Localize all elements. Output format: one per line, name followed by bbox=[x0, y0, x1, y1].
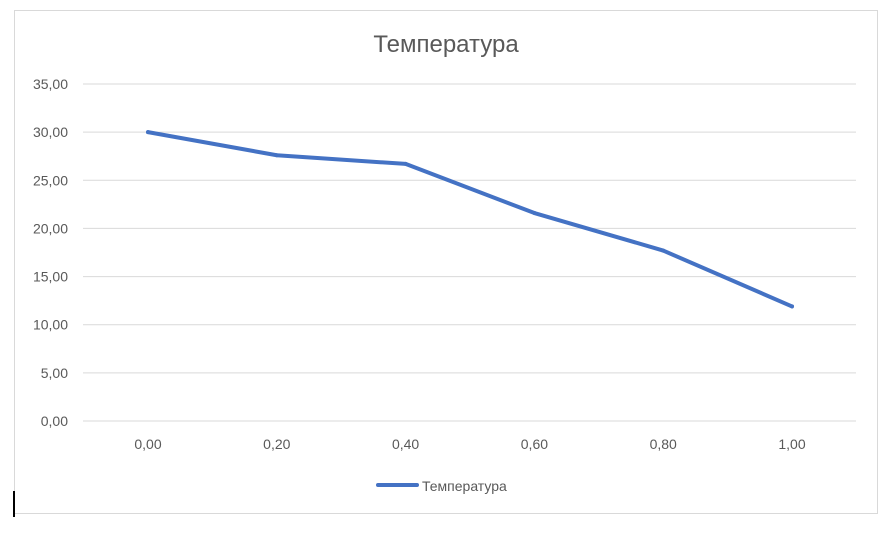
gridlines bbox=[83, 83, 856, 422]
chart-title: Температура bbox=[373, 31, 519, 58]
legend: Температура bbox=[376, 478, 507, 494]
x-tick-label: 0,20 bbox=[263, 436, 290, 452]
y-tick-label: 30,00 bbox=[33, 124, 68, 140]
x-tick-label: 0,00 bbox=[134, 436, 161, 452]
x-tick-label: 0,60 bbox=[521, 436, 548, 452]
y-axis-labels: 0,00 5,00 10,00 15,00 20,00 25,00 30,00 35,00 bbox=[33, 76, 68, 429]
data-point bbox=[790, 304, 794, 309]
chart-frame bbox=[14, 10, 878, 514]
y-tick-label: 10,00 bbox=[33, 317, 68, 333]
x-axis-labels: 0,00 0,20 0,40 0,60 0,80 1,00 bbox=[134, 436, 805, 452]
series-group bbox=[146, 130, 794, 309]
y-tick-label: 15,00 bbox=[33, 269, 68, 285]
data-point bbox=[532, 211, 537, 216]
x-tick-label: 0,40 bbox=[392, 436, 419, 452]
y-tick-label: 0,00 bbox=[41, 413, 68, 429]
x-tick-label: 1,00 bbox=[778, 436, 805, 452]
y-tick-label: 20,00 bbox=[33, 220, 68, 236]
data-point bbox=[661, 248, 666, 253]
series-line bbox=[146, 130, 794, 309]
y-tick-label: 25,00 bbox=[33, 172, 68, 188]
text-cursor bbox=[13, 491, 15, 517]
data-point bbox=[146, 130, 150, 135]
data-point bbox=[403, 161, 408, 166]
legend-label: Температура bbox=[422, 478, 507, 494]
y-tick-label: 5,00 bbox=[41, 365, 68, 381]
data-point bbox=[274, 153, 279, 158]
y-tick-label: 35,00 bbox=[33, 76, 68, 92]
x-tick-label: 0,80 bbox=[650, 436, 677, 452]
